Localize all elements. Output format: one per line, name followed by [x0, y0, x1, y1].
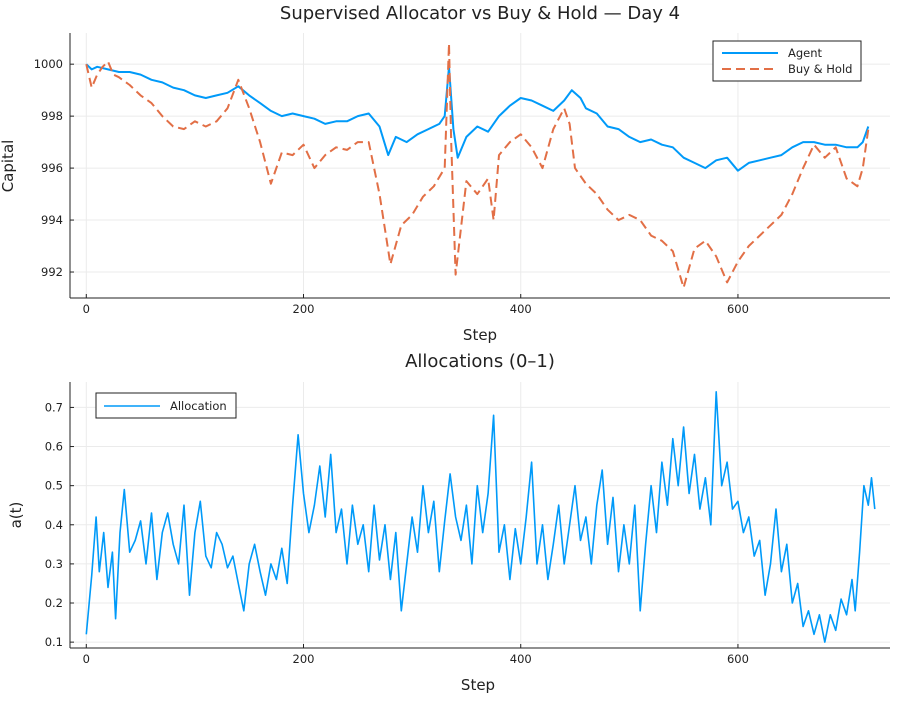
- capital-chart-title: Supervised Allocator vs Buy & Hold — Day…: [280, 3, 680, 24]
- capital-y-tick-label: 998: [41, 109, 63, 123]
- capital-y-tick-label: 1000: [34, 57, 63, 71]
- legend-label-agent: Agent: [788, 46, 823, 60]
- allocation-y-tick-label: 0.6: [45, 440, 63, 454]
- allocation-x-tick-label: 0: [83, 652, 90, 666]
- allocation-series-allocation-line: [85, 391, 876, 643]
- allocation-chart-title: Allocations (0–1): [405, 351, 555, 372]
- capital-y-axis-label: Capital: [0, 140, 17, 193]
- allocation-legend: Allocation: [95, 392, 237, 419]
- legend-label-allocation: Allocation: [170, 399, 227, 413]
- allocation-x-tick-label: 200: [293, 652, 315, 666]
- allocation-y-tick-label: 0.2: [45, 596, 63, 610]
- allocation-x-tick-label: 400: [510, 652, 532, 666]
- allocation-x-tick-label: 600: [727, 652, 749, 666]
- capital-y-tick-label: 992: [41, 265, 63, 279]
- capital-x-tick-label: 600: [727, 302, 749, 316]
- capital-x-tick-label: 200: [293, 302, 315, 316]
- allocation-y-tick-label: 0.1: [45, 635, 63, 649]
- allocation-y-tick-label: 0.7: [45, 400, 63, 414]
- capital-legend: Agent Buy & Hold: [712, 40, 862, 82]
- capital-series-group: [85, 42, 870, 289]
- allocation-y-tick-label: 0.5: [45, 479, 63, 493]
- capital-legend-box: [712, 40, 862, 82]
- legend-label-buy-hold: Buy & Hold: [788, 62, 852, 76]
- capital-x-tick-label: 400: [510, 302, 532, 316]
- allocation-y-tick-label: 0.3: [45, 557, 63, 571]
- allocation-series-group: [85, 391, 876, 643]
- capital-series-agent-line: [85, 63, 870, 172]
- allocation-y-axis-label: a(t): [7, 502, 25, 529]
- capital-x-axis-label: Step: [463, 326, 497, 344]
- capital-series-buy-hold-line: [85, 42, 870, 289]
- allocation-x-axis-label: Step: [461, 676, 495, 694]
- allocation-y-tick-label: 0.4: [45, 518, 63, 532]
- allocation-panel: Allocations (0–1) Step a(t) 0 200 400 600 0.…: [7, 351, 890, 694]
- capital-x-tick-label: 0: [83, 302, 90, 316]
- capital-panel: Supervised Allocator vs Buy & Hold — Day…: [0, 3, 890, 344]
- capital-y-tick-label: 994: [41, 213, 63, 227]
- capital-y-tick-label: 996: [41, 161, 63, 175]
